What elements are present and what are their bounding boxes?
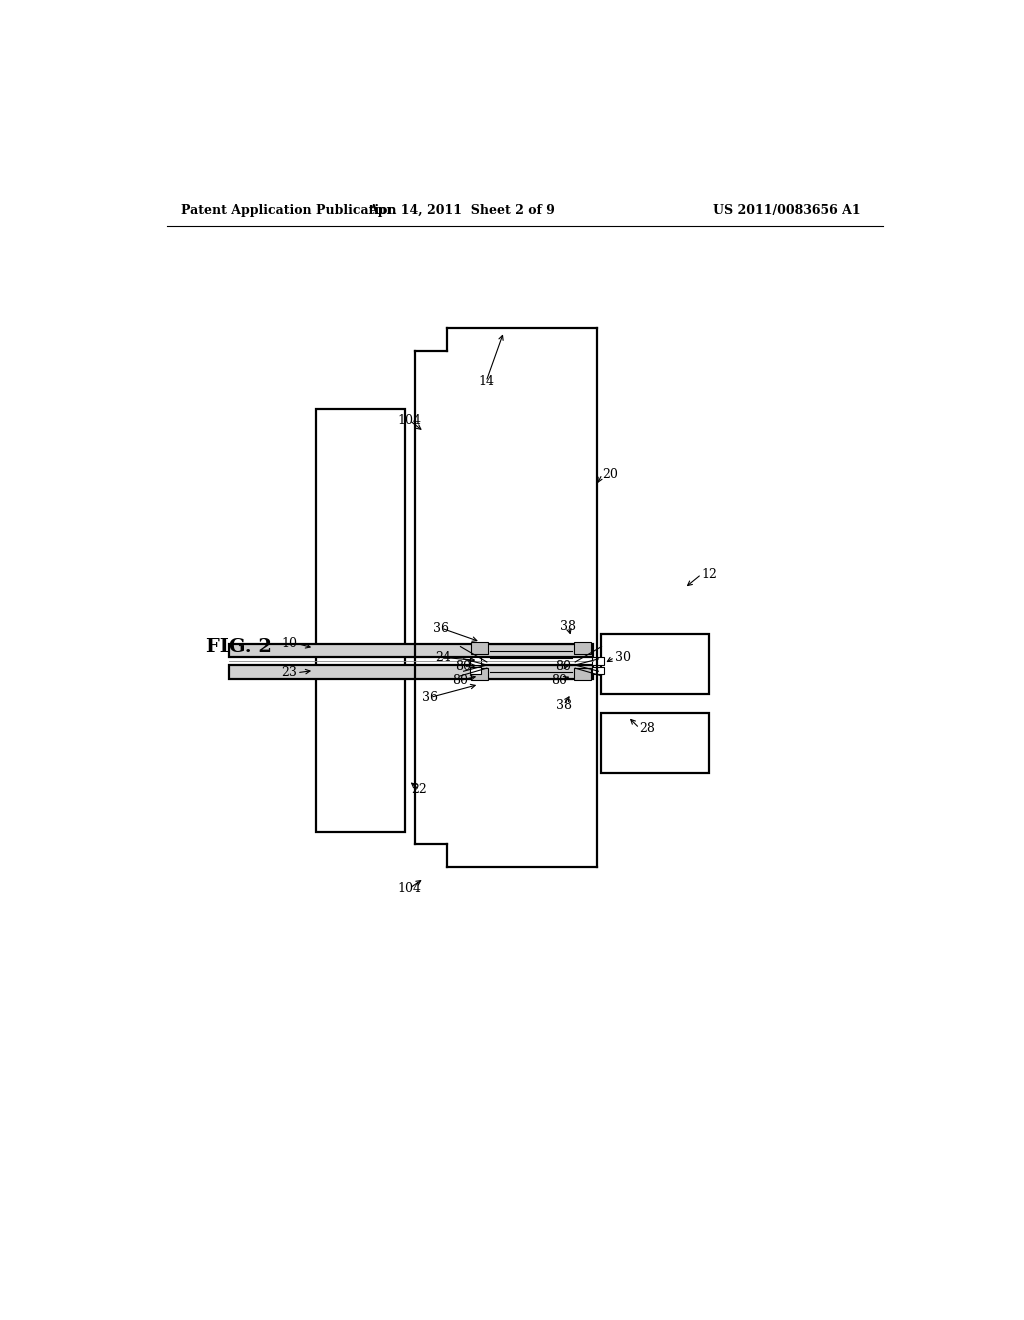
Text: 24: 24	[435, 651, 451, 664]
Bar	[228, 644, 593, 657]
Text: 104: 104	[397, 413, 421, 426]
Text: FIG. 2: FIG. 2	[206, 639, 271, 656]
Bar	[573, 642, 591, 655]
Bar	[592, 657, 604, 665]
Text: 12: 12	[701, 568, 718, 581]
Text: 30: 30	[614, 651, 631, 664]
Bar	[471, 668, 488, 681]
Text: US 2011/0083656 A1: US 2011/0083656 A1	[713, 205, 861, 218]
Text: 28: 28	[640, 722, 655, 735]
Text: 80: 80	[456, 660, 472, 673]
Bar	[471, 642, 488, 655]
Bar	[316, 409, 406, 832]
Bar	[592, 667, 604, 675]
Text: 36: 36	[433, 622, 450, 635]
Text: 80: 80	[555, 660, 570, 673]
Text: 38: 38	[556, 698, 571, 711]
Text: 80: 80	[551, 675, 567, 686]
Text: 104: 104	[397, 882, 421, 895]
Bar	[228, 665, 593, 678]
Text: Patent Application Publication: Patent Application Publication	[180, 205, 396, 218]
Bar	[601, 713, 710, 774]
Text: 14: 14	[478, 375, 494, 388]
Bar	[573, 668, 591, 681]
Text: 22: 22	[412, 783, 427, 796]
Text: 10: 10	[281, 638, 297, 649]
Text: 23: 23	[281, 667, 297, 680]
Text: 36: 36	[422, 690, 438, 704]
Text: 80: 80	[452, 675, 468, 686]
Bar	[470, 667, 481, 675]
Text: 20: 20	[602, 467, 618, 480]
Bar	[470, 657, 481, 665]
Text: 38: 38	[560, 620, 577, 634]
Bar	[601, 635, 710, 694]
Text: Apr. 14, 2011  Sheet 2 of 9: Apr. 14, 2011 Sheet 2 of 9	[368, 205, 555, 218]
